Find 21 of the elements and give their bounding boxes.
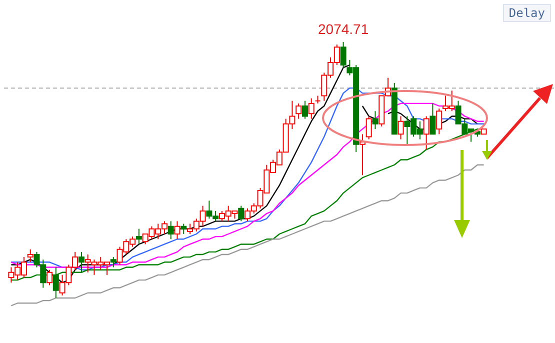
candlestick bbox=[136, 228, 142, 245]
candlestick bbox=[180, 223, 187, 234]
candlestick bbox=[340, 42, 346, 68]
candlestick bbox=[436, 108, 442, 135]
candlestick bbox=[238, 205, 244, 222]
candlestick bbox=[430, 102, 436, 135]
candlestick bbox=[168, 220, 174, 240]
candlestick bbox=[423, 116, 430, 150]
candlestick bbox=[302, 100, 308, 120]
annotation: 2074.71 bbox=[318, 21, 369, 37]
candlestick bbox=[366, 116, 372, 140]
candlestick bbox=[296, 102, 302, 120]
candlestick bbox=[78, 251, 84, 273]
candlestick bbox=[372, 110, 378, 130]
candlestick bbox=[110, 256, 116, 268]
candlestick bbox=[398, 116, 404, 140]
candlestick bbox=[46, 269, 53, 286]
candlestick bbox=[174, 220, 180, 240]
text: Delay bbox=[502, 4, 551, 22]
candlestick bbox=[308, 98, 314, 120]
candlestick bbox=[27, 248, 34, 263]
